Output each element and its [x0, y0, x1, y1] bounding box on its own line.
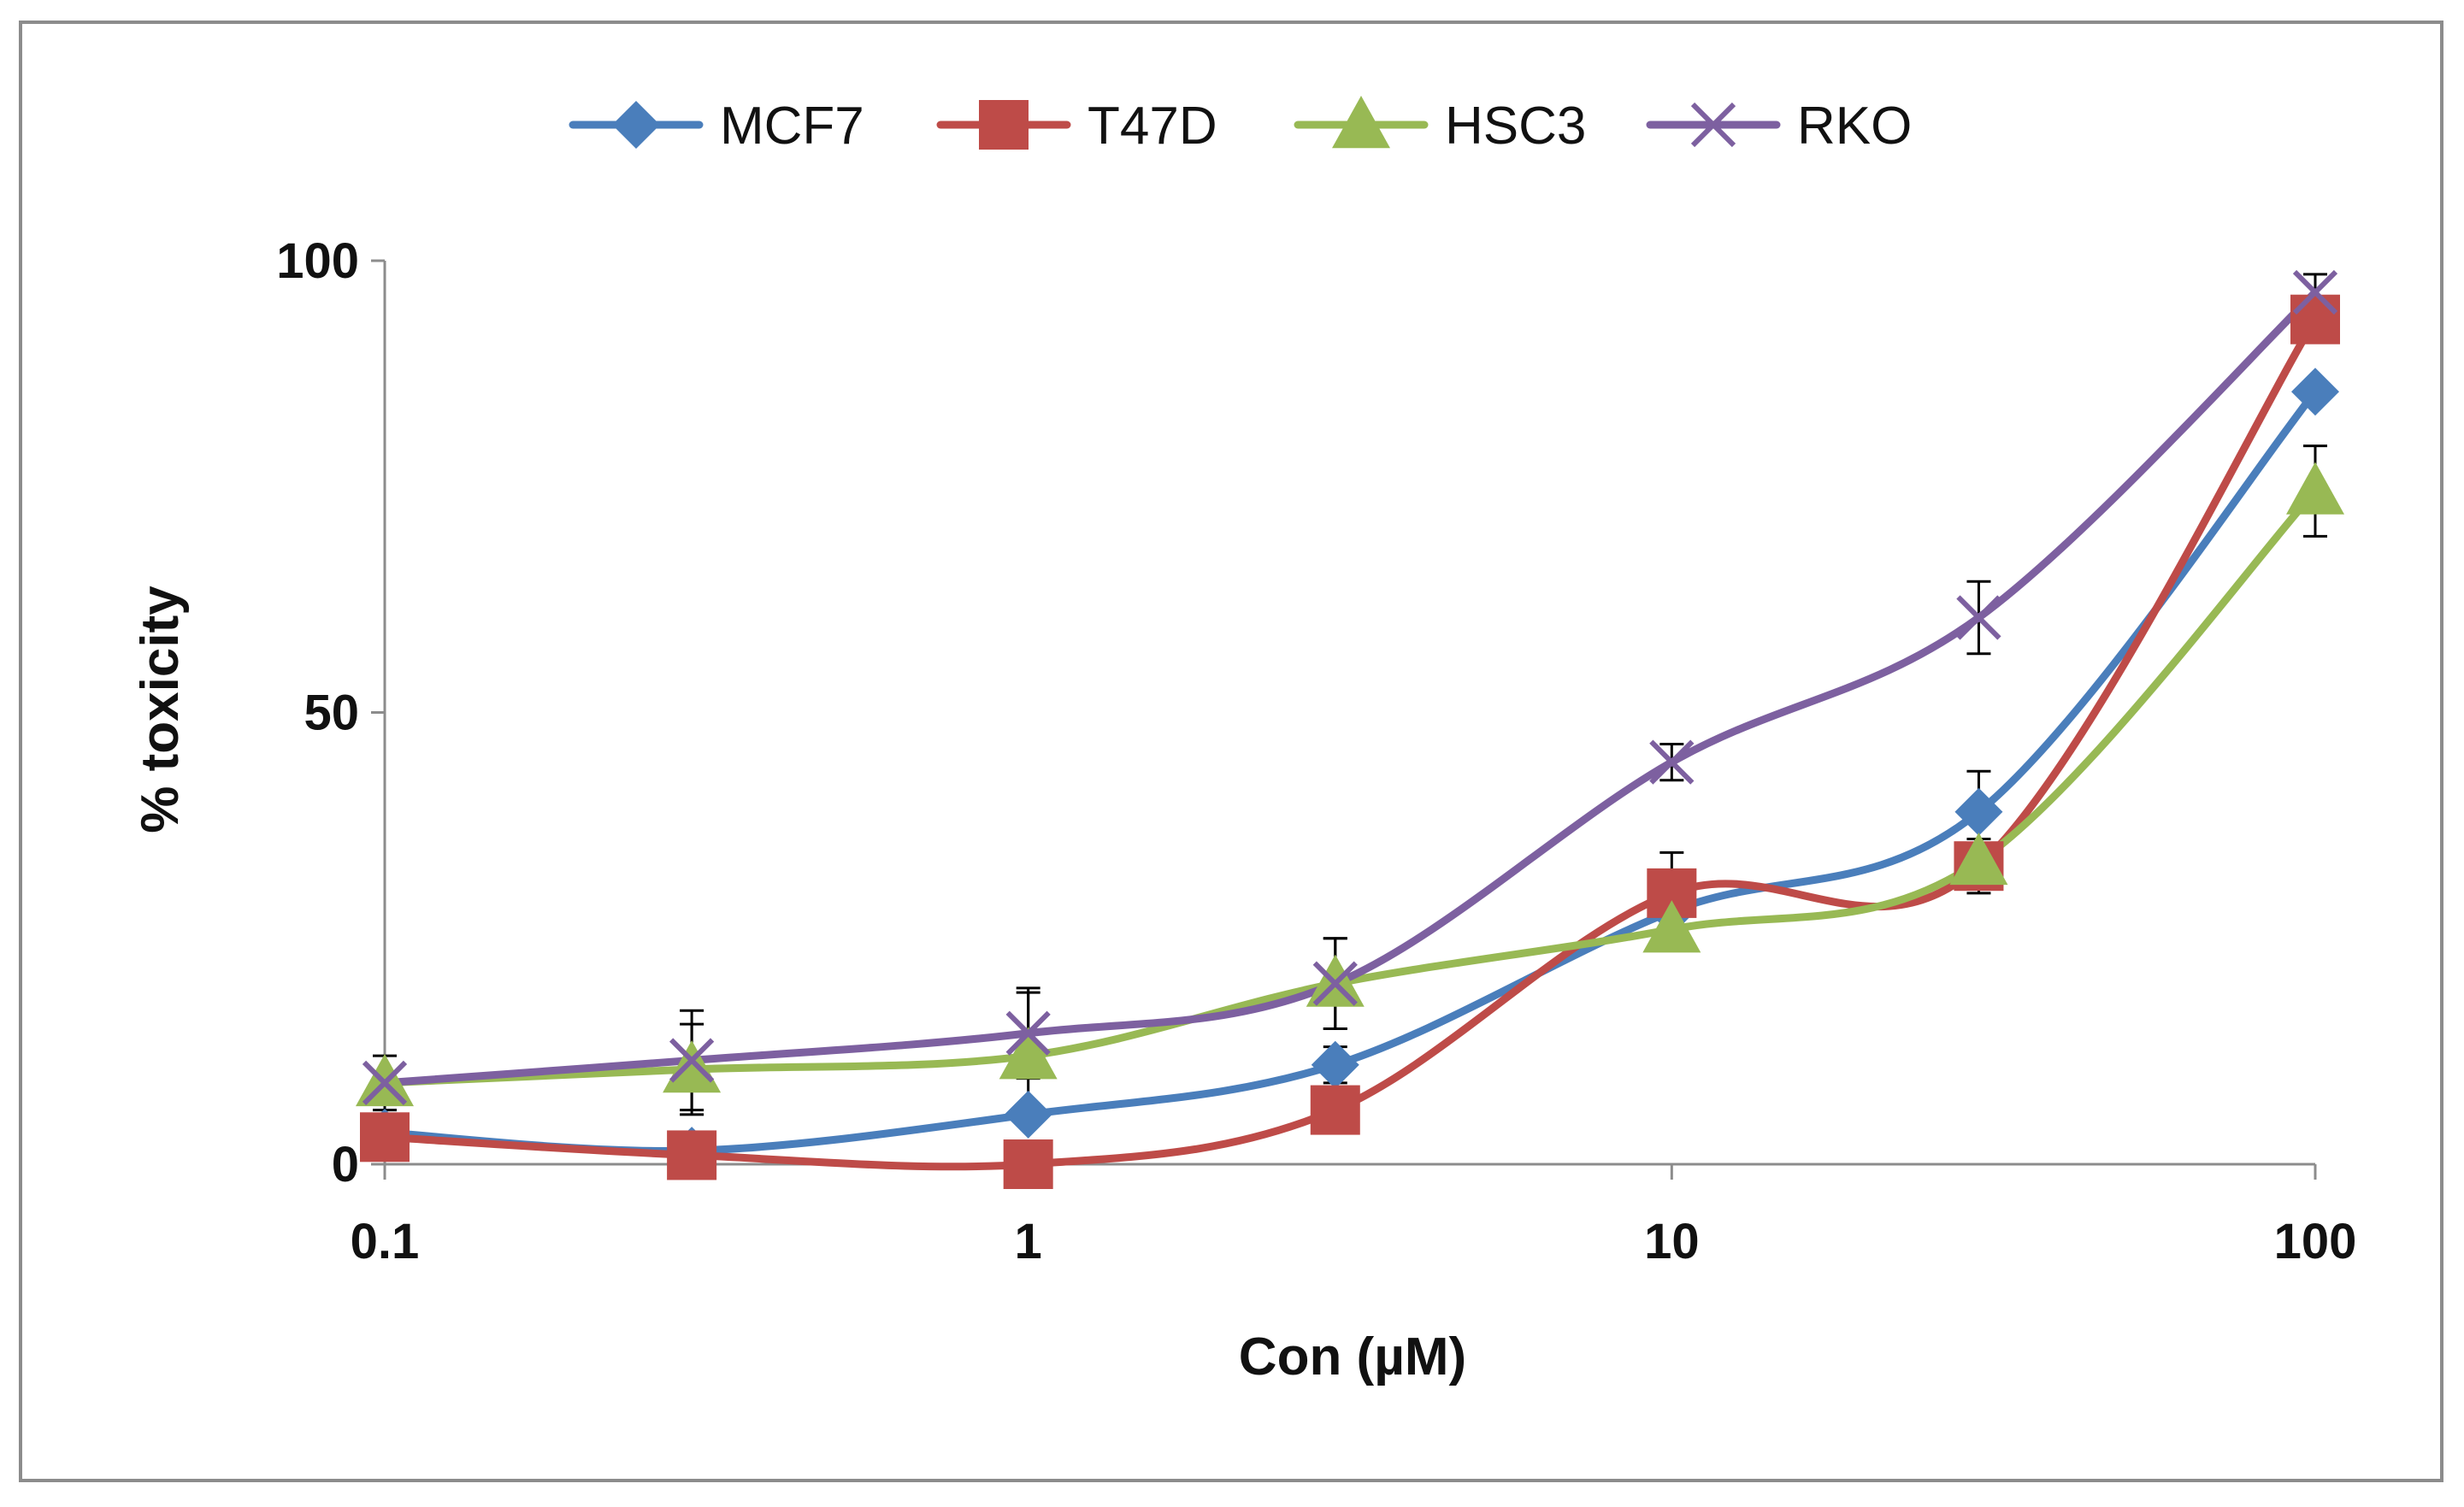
data-point-t47d	[2290, 294, 2340, 344]
x-tick-label: 10	[1644, 1214, 1700, 1269]
data-point-rko	[1956, 595, 2001, 640]
x-tick-label: 100	[2274, 1214, 2357, 1269]
y-tick-label: 0	[332, 1137, 359, 1192]
x-tick-label: 0.1	[351, 1214, 420, 1269]
y-tick-label: 50	[304, 686, 359, 741]
data-point-hsc3	[2286, 462, 2344, 515]
data-point-rko	[669, 1038, 715, 1083]
series-line-rko	[380, 288, 2320, 1087]
data-point-rko	[1312, 961, 1358, 1006]
data-point-hsc3	[663, 1040, 722, 1093]
data-point-mcf7	[1954, 787, 2003, 836]
data-point-mcf7	[2291, 368, 2339, 416]
data-point-rko	[1005, 1010, 1051, 1056]
x-tick-label: 1	[1015, 1214, 1042, 1269]
data-point-t47d	[360, 1112, 410, 1163]
legend-marker-rko	[1690, 102, 1736, 148]
legend-label-rko: RKO	[1797, 97, 1912, 156]
data-point-t47d	[1003, 1139, 1053, 1189]
legend-marker-mcf7	[612, 101, 660, 149]
data-point-t47d	[667, 1130, 717, 1180]
legend-marker-hsc3	[1332, 96, 1390, 149]
data-point-mcf7	[1004, 1090, 1052, 1139]
legend-marker-t47d	[979, 100, 1029, 150]
y-tick-label: 100	[276, 233, 359, 289]
data-point-mcf7	[1311, 1040, 1359, 1089]
series-line-t47d	[380, 315, 2320, 1171]
data-point-rko	[1649, 739, 1695, 785]
series-markers	[356, 269, 2344, 1189]
data-point-rko	[2292, 269, 2338, 315]
legend-label-t47d: T47D	[1088, 97, 1217, 156]
x-axis-title: Con (µM)	[1239, 1327, 1466, 1386]
legend-label-hsc3: HSC3	[1445, 97, 1586, 156]
data-point-hsc3	[999, 1027, 1058, 1080]
data-point-hsc3	[1949, 832, 2008, 886]
legend-label-mcf7: MCF7	[720, 97, 864, 156]
y-axis-title: % toxicity	[131, 586, 190, 833]
series-lines	[380, 288, 2320, 1171]
data-point-rko	[362, 1060, 408, 1105]
legend: MCF7 T47D HSC3 RKO	[569, 96, 1912, 156]
data-point-hsc3	[1642, 900, 1701, 953]
data-point-t47d	[1310, 1085, 1360, 1135]
